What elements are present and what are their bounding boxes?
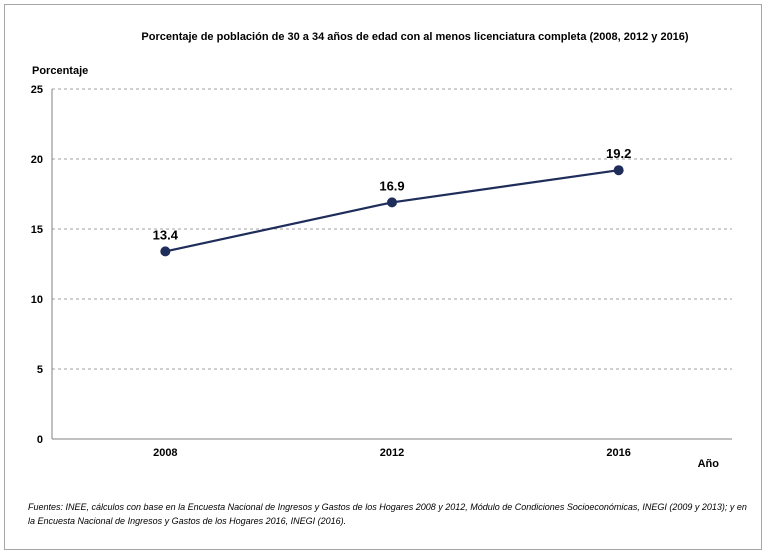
source-note: Fuentes: INEE, cálculos con base en la E… (28, 502, 747, 526)
y-tick-label: 15 (31, 224, 43, 236)
data-point (613, 165, 624, 176)
y-tick-label: 5 (37, 364, 43, 376)
data-point (160, 246, 171, 257)
x-tick-label: 2016 (606, 447, 630, 459)
data-label: 16.9 (379, 178, 404, 193)
data-label: 13.4 (153, 227, 179, 242)
y-tick-labels: 0 5 10 15 20 25 (31, 84, 43, 446)
y-tick-label: 0 (37, 434, 43, 446)
chart-frame (4, 4, 762, 550)
gridlines (52, 88, 732, 370)
y-axis-title: Porcentaje (32, 65, 88, 77)
x-tick-labels: 2008 2012 2016 (153, 447, 631, 459)
axes (51, 89, 732, 440)
series-line-group: 13.4 16.9 19.2 (153, 146, 631, 257)
data-label: 19.2 (606, 146, 631, 161)
y-tick-label: 10 (31, 294, 43, 306)
y-tick-label: 20 (31, 154, 43, 166)
y-tick-label: 25 (31, 84, 43, 96)
x-tick-label: 2012 (380, 447, 404, 459)
x-axis-title: Año (698, 458, 720, 470)
data-point (387, 197, 397, 208)
x-tick-label: 2008 (153, 447, 177, 459)
chart-title: Porcentaje de población de 30 a 34 años … (141, 31, 689, 43)
